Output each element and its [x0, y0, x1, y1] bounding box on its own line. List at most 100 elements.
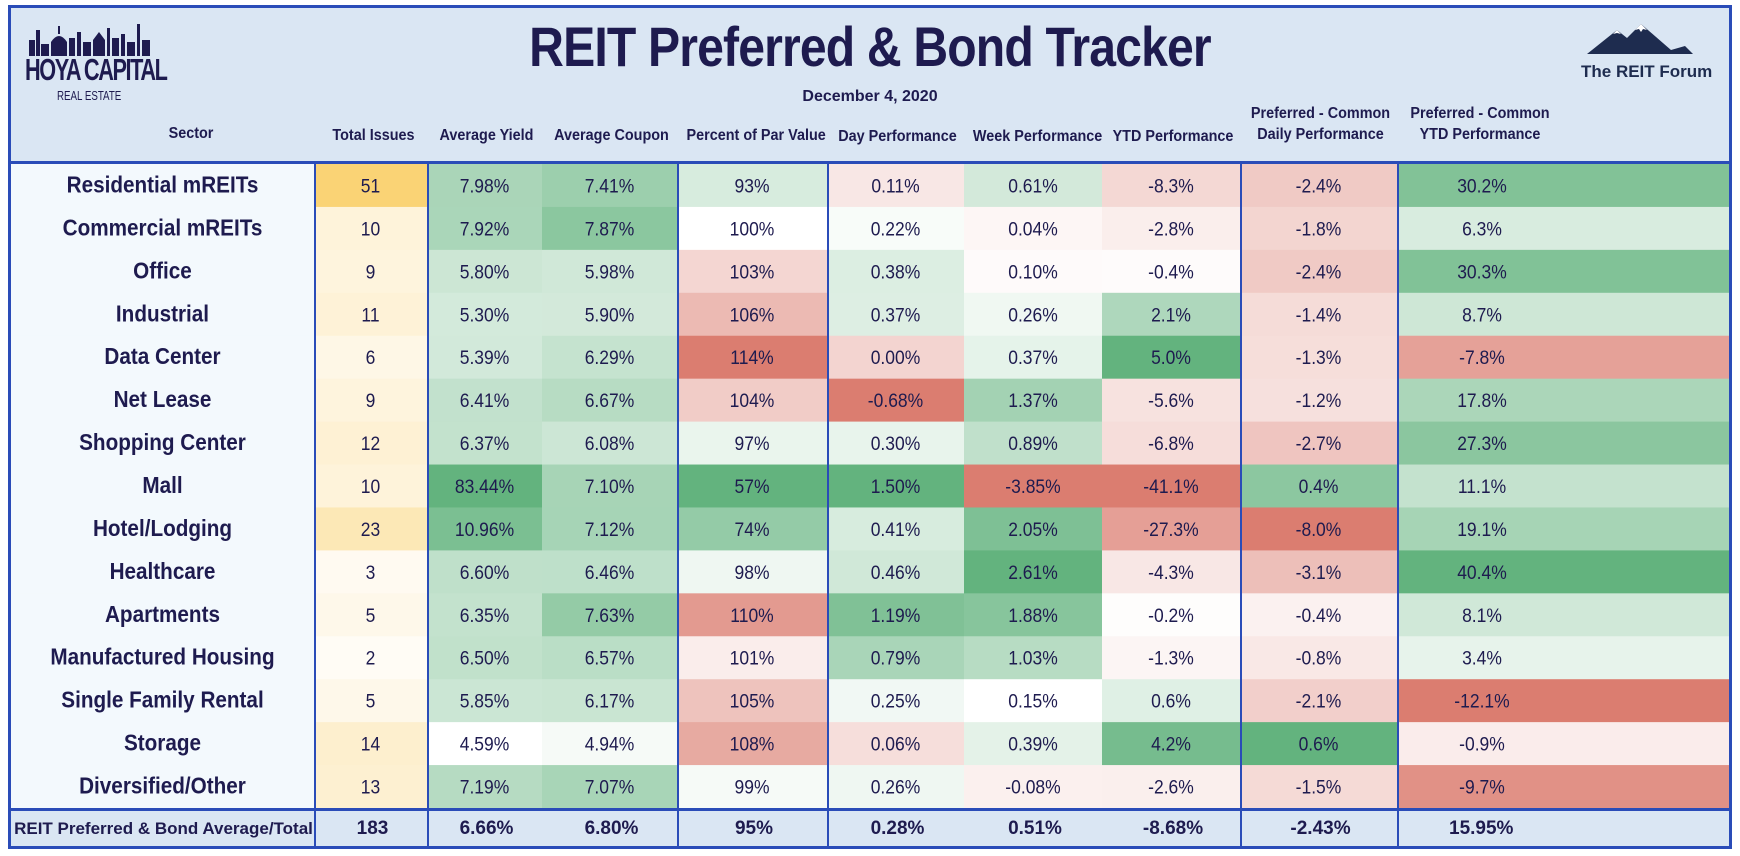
cell-bg-day — [827, 421, 964, 466]
cell-bg-pc_ytd — [1397, 593, 1567, 637]
cell-bg-sector — [11, 464, 314, 508]
cell-day: 1.19% — [871, 604, 921, 626]
cell-bg-pc_ytd — [1397, 292, 1567, 337]
cell-day: 0.46% — [871, 561, 921, 583]
cell-bg-issues — [314, 378, 427, 423]
cell-issues: 2 — [366, 647, 376, 669]
cell-pc_daily: -2.1% — [1296, 690, 1342, 712]
cell-ytd: -4.3% — [1148, 561, 1194, 583]
cell-bg-week — [964, 164, 1102, 208]
cell-pc_daily: -0.4% — [1296, 604, 1342, 626]
cell-bg-par — [677, 507, 827, 551]
cell-coupon: 7.10% — [585, 475, 635, 497]
cell-yield: 10.96% — [455, 518, 514, 540]
cell-pc_daily: -3.1% — [1296, 561, 1342, 583]
col-header-average-yield: Average Yield — [439, 127, 534, 144]
col-header-pc-ytd-line2: YTD Performance — [1419, 126, 1541, 143]
divider-2 — [427, 161, 429, 846]
cell-pc_daily: -1.8% — [1296, 218, 1342, 240]
cell-bg-ytd — [1102, 292, 1240, 337]
cell-yield: 6.50% — [460, 647, 510, 669]
cell-bg-par — [677, 550, 827, 594]
cell-bg-pc_ytd_ext — [1567, 765, 1729, 808]
cell-bg-yield — [427, 765, 542, 808]
page-title: REIT Preferred & Bond Tracker — [529, 15, 1212, 78]
sector-label: Commercial mREITs — [63, 214, 263, 240]
cell-bg-week — [964, 464, 1102, 508]
cell-bg-pc_ytd_ext — [1567, 722, 1729, 766]
cell-pc_ytd: -0.9% — [1459, 733, 1505, 755]
cell-bg-day — [827, 507, 964, 551]
col-header-pc-ytd-line1: Preferred - Common — [1410, 105, 1550, 122]
cell-bg-ytd — [1102, 636, 1240, 680]
cell-bg-coupon — [542, 636, 677, 680]
reit-forum-logo: The REIT Forum — [1569, 20, 1719, 90]
cell-bg-par — [677, 679, 827, 723]
cell-bg-yield — [427, 249, 542, 294]
cell-bg-week — [964, 636, 1102, 680]
cell-bg-sector — [11, 722, 314, 766]
cell-pc_daily: -2.7% — [1296, 432, 1342, 454]
cell-par: 93% — [735, 175, 770, 197]
cell-day: 0.41% — [871, 518, 921, 540]
cell-bg-pc_ytd_ext — [1567, 292, 1729, 337]
header: HOYA CAPITAL REAL ESTATE REIT Preferred … — [11, 8, 1729, 163]
cell-coupon: 6.17% — [585, 690, 635, 712]
cell-pc_ytd: -7.8% — [1459, 347, 1505, 369]
cell-day: 0.37% — [871, 304, 921, 326]
cell-bg-ytd — [1102, 335, 1240, 380]
cell-ytd: -5.6% — [1148, 389, 1194, 411]
total-yield: 6.66% — [459, 818, 514, 839]
cell-bg-day — [827, 550, 964, 594]
cell-bg-yield — [427, 550, 542, 594]
cell-week: 0.37% — [1008, 347, 1058, 369]
cell-bg-coupon — [542, 593, 677, 637]
hoya-capital-logo: HOYA CAPITAL REAL ESTATE — [25, 18, 168, 113]
cell-bg-coupon — [542, 507, 677, 551]
cell-bg-pc_ytd_ext — [1567, 335, 1729, 380]
cell-bg-yield — [427, 464, 542, 508]
divider-1 — [314, 161, 316, 846]
cell-bg-sector — [11, 421, 314, 466]
cell-bg-sector — [11, 593, 314, 637]
cell-day: 0.22% — [871, 218, 921, 240]
cell-bg-week — [964, 292, 1102, 337]
sector-label: Industrial — [116, 300, 209, 326]
cell-yield: 6.37% — [460, 432, 510, 454]
cell-bg-pc_daily — [1240, 507, 1397, 551]
cell-pc_ytd: 6.3% — [1462, 218, 1502, 240]
cell-day: 0.79% — [871, 647, 921, 669]
cell-bg-coupon — [542, 292, 677, 337]
cell-bg-pc_daily — [1240, 421, 1397, 466]
cell-pc_ytd: 17.8% — [1457, 389, 1507, 411]
cell-bg-pc_daily — [1240, 593, 1397, 637]
cell-bg-pc_daily — [1240, 679, 1397, 723]
cell-par: 108% — [730, 733, 775, 755]
cell-bg-par — [677, 464, 827, 508]
cell-par: 101% — [730, 647, 775, 669]
cell-pc_daily: -2.4% — [1296, 175, 1342, 197]
col-header-pc-daily-line1: Preferred - Common — [1250, 105, 1391, 122]
cell-bg-pc_ytd_ext — [1567, 421, 1729, 466]
logo-left-line1: HOYA CAPITAL — [25, 52, 168, 87]
cell-bg-yield — [427, 335, 542, 380]
cell-week: 0.89% — [1008, 432, 1058, 454]
cell-bg-yield — [427, 292, 542, 337]
sector-label: Mall — [142, 472, 182, 498]
cell-bg-pc_ytd_ext — [1567, 206, 1729, 251]
cell-pc_daily: 0.6% — [1299, 733, 1339, 755]
cell-bg-ytd — [1102, 679, 1240, 723]
total-day: 0.28% — [870, 818, 925, 839]
cell-bg-issues — [314, 335, 427, 380]
cell-bg-ytd — [1102, 464, 1240, 508]
cell-bg-pc_ytd — [1397, 464, 1567, 508]
cell-bg-issues — [314, 206, 427, 251]
cell-bg-pc_ytd — [1397, 722, 1567, 766]
cell-yield: 7.19% — [460, 776, 510, 798]
cell-pc_daily: -1.3% — [1296, 347, 1342, 369]
cell-bg-yield — [427, 507, 542, 551]
cell-bg-pc_daily — [1240, 722, 1397, 766]
cell-bg-pc_daily — [1240, 636, 1397, 680]
data-table: Residential mREITs 51 7.98% 7.41% 93% 0.11% 0.… — [11, 164, 1729, 808]
cell-day: 0.38% — [871, 261, 921, 283]
